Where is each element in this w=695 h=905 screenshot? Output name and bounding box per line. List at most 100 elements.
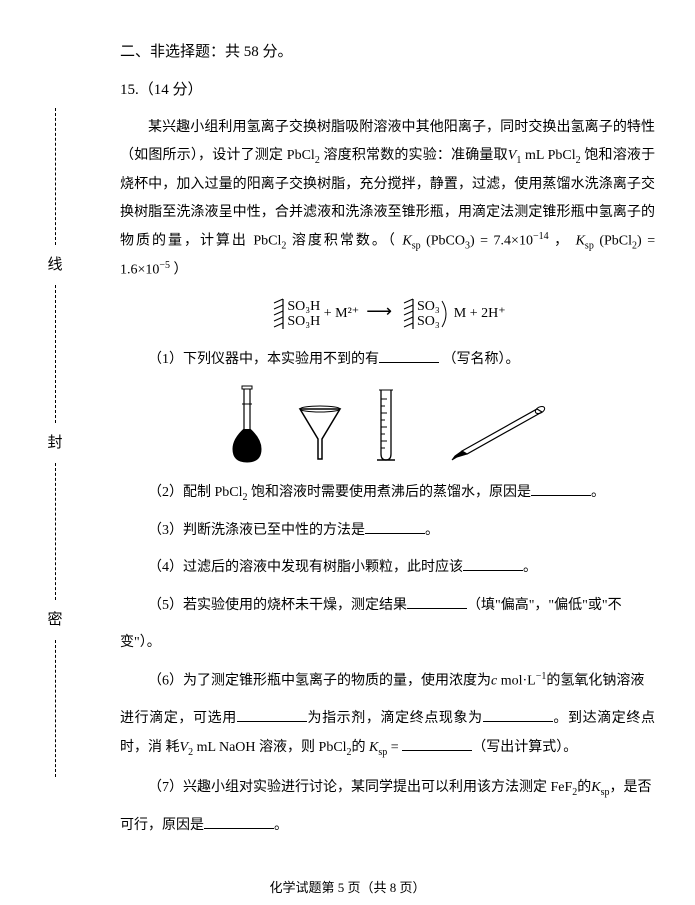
- text: 的氢氧化钠溶液: [546, 673, 644, 688]
- blank: [531, 482, 591, 496]
- seal-char: 密: [47, 608, 62, 632]
- text: （6）为了测定锥形瓶中氢离子的物质的量，使用浓度为: [148, 673, 491, 688]
- ksp: K: [402, 233, 411, 248]
- text: SO₃H: [287, 314, 320, 329]
- text: ）: [174, 263, 188, 278]
- text: （4）过滤后的溶液中发现有树脂小颗粒，此时应该: [148, 560, 463, 575]
- blank: [365, 520, 425, 534]
- seal-dash: [55, 463, 56, 600]
- text: = 7.4×10: [480, 233, 533, 248]
- text: 为指示剂，滴定终点现象为: [307, 711, 483, 726]
- var: V: [180, 740, 189, 755]
- text: +: [324, 306, 335, 321]
- text: （填"偏高"，"偏低"或"不: [467, 598, 622, 613]
- subquestion-5-cont: 变"）。: [120, 628, 655, 657]
- blank: [379, 349, 439, 363]
- seal-dash: [55, 285, 56, 422]
- resin-diagram: SO₃HSO₃H + M²⁺ ⟶ SO₃SO₃M + 2H⁺: [120, 297, 655, 331]
- text: （写名称）。: [443, 352, 520, 367]
- subquestion-3: （3）判断洗涤液已至中性的方法是 。: [120, 516, 655, 545]
- blank: [402, 737, 472, 751]
- blank: [407, 595, 467, 609]
- text: 换树脂至洗涤液呈中性，合并滤液和洗涤液至锥形瓶，用滴定法测定锥形瓶中氢离子的: [120, 205, 655, 220]
- seal-dash: [55, 108, 56, 245]
- text: M²⁺: [335, 306, 359, 321]
- sup: −5: [159, 260, 170, 271]
- sub: 2: [576, 155, 581, 166]
- subquestion-1: （1）下列仪器中，本实验用不到的有 （写名称）。: [120, 345, 655, 374]
- sub: sp: [585, 240, 594, 251]
- subquestion-6-cont: 进行滴定，可选用为指示剂，滴定终点现象为。到达滴定终点时，消 耗V2 mL Na…: [120, 704, 655, 763]
- volumetric-flask-icon: [229, 384, 265, 464]
- subquestion-7: （7）兴趣小组对实验进行讨论，某同学提出可以利用该方法测定 FeF2的Ksp，是…: [120, 773, 655, 803]
- text: + 2H⁺: [470, 306, 506, 321]
- subquestion-6: （6）为了测定锥形瓶中氢离子的物质的量，使用浓度为c mol·L−1的氢氧化钠溶…: [120, 666, 655, 696]
- text: （1）下列仪器中，本实验用不到的有: [148, 352, 379, 367]
- text: ，: [554, 233, 575, 248]
- text: 可行，原因是: [120, 818, 204, 833]
- var: K: [369, 740, 378, 755]
- sub: sp: [378, 747, 387, 758]
- text: 。: [425, 523, 439, 538]
- text: 的: [577, 780, 591, 795]
- question-intro: 某兴趣小组利用氢离子交换树脂吸附溶液中其他阳离子，同时交换出氢离子的特性 （如图…: [120, 114, 655, 285]
- sup: −1: [536, 671, 547, 682]
- dropper-icon: [427, 404, 547, 464]
- text: 耗: [166, 740, 180, 755]
- text: 。: [523, 560, 537, 575]
- text: SO₃: [417, 314, 440, 329]
- graduated-cylinder-icon: [375, 384, 397, 464]
- text: SO₃H: [287, 299, 320, 314]
- text: （5）若实验使用的烧杯未干燥，测定结果: [148, 598, 407, 613]
- text: 饱和溶液时需要使用煮沸后的蒸馏水，原因是: [251, 485, 531, 500]
- text: mol·L: [497, 673, 536, 688]
- var: K: [591, 780, 600, 795]
- subquestion-2: （2）配制 PbCl2 饱和溶液时需要使用煮沸后的蒸馏水，原因是 。: [120, 478, 655, 508]
- text: ，是否: [610, 780, 652, 795]
- text: 溶度积常数的实验：准确量取: [324, 148, 508, 163]
- blank: [237, 708, 307, 722]
- text: （2）配制 PbCl: [148, 485, 243, 500]
- sub: 2: [315, 155, 320, 166]
- text: 溶度积常数。（: [292, 233, 397, 248]
- sub: sp: [601, 787, 610, 798]
- text: 。: [591, 485, 605, 500]
- sub: 2: [281, 240, 286, 251]
- section-title: 二、非选择题：共 58 分。: [120, 40, 655, 64]
- text: （3）判断洗涤液已至中性的方法是: [148, 523, 365, 538]
- page-footer: 化学试题第 5 页（共 8 页）: [0, 878, 695, 899]
- subquestion-4: （4）过滤后的溶液中发现有树脂小颗粒，此时应该 。: [120, 553, 655, 582]
- funnel-icon: [295, 404, 345, 464]
- text: M: [454, 306, 466, 321]
- text: ): [470, 233, 475, 248]
- subquestion-5: （5）若实验使用的烧杯未干燥，测定结果 （填"偏高"，"偏低"或"不: [120, 591, 655, 620]
- text: 烧杯中，加入过量的阳离子交换树脂，充分搅拌，静置，过滤，使用蒸馏水洗涤离子交: [120, 177, 655, 192]
- text: （7）兴趣小组对实验进行讨论，某同学提出可以利用该方法测定 FeF: [148, 780, 572, 795]
- text: 饱和溶液于: [584, 148, 655, 163]
- text: =: [387, 740, 402, 755]
- question-number: 15.（14 分）: [120, 78, 655, 102]
- text: 进行滴定，可选用: [120, 711, 237, 726]
- hatch-icon: [399, 297, 417, 331]
- blank: [463, 557, 523, 571]
- ksp: K: [576, 233, 585, 248]
- sub: sp: [412, 240, 421, 251]
- seal-dash: [55, 640, 56, 777]
- sub: 2: [243, 492, 248, 503]
- page-content: 二、非选择题：共 58 分。 15.（14 分） 某兴趣小组利用氢离子交换树脂吸…: [120, 40, 655, 865]
- text: 变"）。: [120, 635, 161, 650]
- subquestion-7-cont: 可行，原因是 。: [120, 811, 655, 840]
- text: (PbCO: [426, 233, 465, 248]
- arrow-icon: ⟶: [366, 301, 392, 321]
- bracket-icon: [440, 297, 454, 331]
- hatch-icon: [269, 297, 287, 331]
- sub: 1: [516, 155, 521, 166]
- blank: [483, 708, 553, 722]
- text: (PbCl: [599, 233, 632, 248]
- seal-line: 线 封 密: [40, 40, 70, 845]
- text: 的: [352, 740, 366, 755]
- text: （写出计算式）。: [472, 740, 577, 755]
- apparatus-row: [120, 382, 655, 464]
- blank: [204, 815, 274, 829]
- text: 。: [274, 818, 288, 833]
